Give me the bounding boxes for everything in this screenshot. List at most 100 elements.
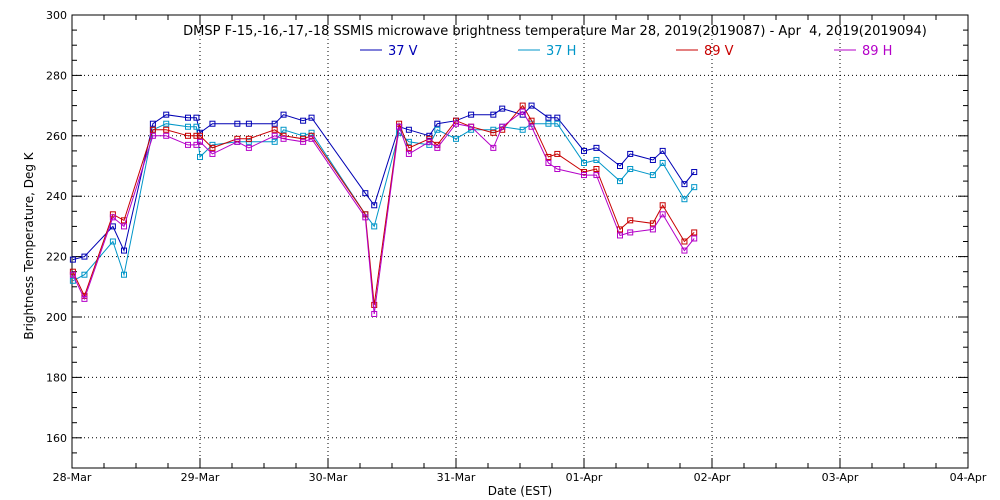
data-point: [109, 238, 116, 245]
data-point: [271, 126, 278, 133]
data-point: [193, 123, 200, 130]
data-point: [691, 169, 698, 176]
data-point: [234, 138, 241, 145]
data-point: [627, 150, 634, 157]
data-point: [121, 271, 127, 278]
data-point: [468, 111, 475, 118]
data-point: [691, 184, 698, 191]
series-89h: [69, 108, 698, 317]
y-tick-label: 240: [46, 190, 67, 203]
data-point: [681, 247, 688, 254]
data-point: [197, 153, 203, 160]
data-point: [627, 217, 634, 224]
data-point: [234, 120, 241, 127]
data-point: [271, 120, 278, 127]
data-point: [581, 159, 587, 166]
data-point: [245, 120, 252, 127]
grid: [72, 15, 968, 468]
data-point: [308, 135, 315, 142]
data-point: [81, 295, 88, 302]
x-axis-title: Date (EST): [488, 484, 552, 498]
data-point: [681, 181, 688, 188]
data-point: [617, 232, 623, 239]
data-point: [308, 129, 315, 136]
data-point: [490, 126, 497, 133]
data-point: [163, 120, 170, 127]
series-group: [69, 102, 698, 317]
data-point: [528, 117, 535, 124]
data-point: [659, 147, 666, 154]
data-point: [69, 256, 76, 263]
data-point: [396, 120, 403, 127]
data-point: [499, 123, 506, 130]
data-point: [528, 102, 535, 109]
legend: 37 V 37 H 89 V 89 H: [360, 44, 892, 59]
x-tick-label: 03-Apr: [822, 471, 859, 484]
legend-label-37v: 37 V: [388, 44, 418, 59]
data-point: [554, 120, 561, 127]
data-point: [593, 156, 600, 163]
data-point: [649, 226, 656, 233]
data-point: [581, 147, 587, 154]
data-point: [581, 172, 587, 179]
legend-label-89h: 89 H: [862, 44, 892, 59]
data-point: [593, 166, 600, 173]
data-point: [280, 126, 287, 133]
legend-label-89v: 89 V: [704, 44, 734, 59]
data-point: [308, 114, 315, 121]
data-point: [593, 144, 600, 151]
data-point: [245, 135, 252, 142]
x-tick-label: 01-Apr: [566, 471, 603, 484]
data-point: [627, 229, 634, 236]
data-point: [681, 238, 688, 245]
data-point: [149, 126, 156, 133]
data-point: [659, 159, 666, 166]
data-point: [649, 172, 656, 179]
data-point: [371, 223, 378, 230]
data-point: [185, 132, 191, 139]
y-tick-label: 260: [46, 130, 67, 143]
data-point: [300, 138, 307, 145]
data-point: [545, 120, 552, 127]
data-point: [659, 211, 666, 218]
y-tick-label: 180: [46, 371, 67, 384]
x-tick-label: 04-Apr: [950, 471, 987, 484]
data-point: [453, 120, 459, 127]
data-point: [490, 144, 497, 151]
chart-title: DMSP F-15,-16,-17,-18 SSMIS microwave br…: [183, 24, 927, 39]
data-point: [209, 150, 216, 157]
data-point: [280, 135, 287, 142]
data-point: [405, 126, 412, 133]
data-point: [149, 120, 156, 127]
data-point: [69, 271, 76, 278]
data-point: [434, 144, 441, 151]
data-point: [519, 102, 526, 109]
data-point: [193, 141, 200, 148]
data-point: [245, 144, 252, 151]
data-point: [499, 105, 506, 112]
plot-frame: [71, 14, 969, 469]
data-point: [434, 126, 441, 133]
data-point: [659, 202, 666, 209]
data-point: [371, 310, 378, 317]
data-point: [426, 138, 433, 145]
data-point: [649, 220, 656, 227]
data-point: [453, 135, 459, 142]
data-point: [396, 123, 403, 130]
data-point: [163, 132, 170, 139]
data-point: [490, 129, 497, 136]
x-tick-label: 30-Mar: [309, 471, 348, 484]
data-point: [185, 114, 191, 121]
data-point: [627, 166, 634, 173]
data-point: [362, 214, 369, 221]
series-line-89h: [72, 110, 695, 315]
series-37h: [69, 120, 698, 284]
data-point: [528, 123, 535, 130]
y-tick-label: 200: [46, 311, 67, 324]
data-point: [681, 196, 688, 203]
x-tick-label: 02-Apr: [694, 471, 731, 484]
y-tick-label: 160: [46, 432, 67, 445]
data-point: [362, 190, 369, 197]
data-point: [405, 150, 412, 157]
data-point: [197, 132, 203, 139]
